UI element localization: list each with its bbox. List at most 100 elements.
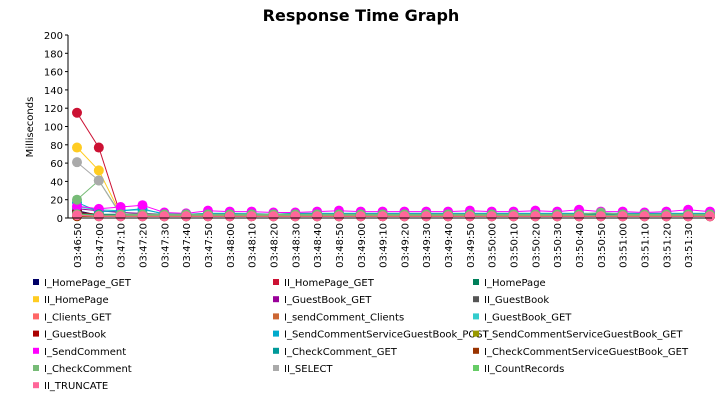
legend-label: I_GuestBook_GET bbox=[284, 295, 372, 306]
legend-swatch bbox=[473, 313, 479, 320]
legend-swatch bbox=[473, 279, 479, 285]
data-point bbox=[333, 211, 344, 222]
legend-swatch bbox=[473, 347, 479, 354]
x-tick-label: 03:47:10 bbox=[117, 223, 128, 268]
legend-label: I_Clients_GET bbox=[44, 312, 112, 323]
data-point bbox=[705, 211, 715, 222]
data-point bbox=[115, 211, 126, 222]
x-tick-label: 03:48:50 bbox=[335, 223, 346, 268]
x-tick-label: 03:49:30 bbox=[422, 223, 433, 268]
x-tick-label: 03:49:50 bbox=[466, 223, 477, 268]
legend-label: II_HomePage bbox=[44, 295, 109, 306]
x-tick-label: 03:51:20 bbox=[662, 223, 673, 268]
data-point bbox=[159, 211, 170, 222]
data-point bbox=[508, 211, 519, 222]
legend-label: I_CheckComment_GET bbox=[284, 347, 398, 358]
y-tick-label: 20 bbox=[50, 196, 63, 207]
data-point bbox=[268, 211, 279, 222]
data-point bbox=[377, 211, 388, 222]
y-axis-label: Milliseconds bbox=[25, 97, 36, 158]
data-point bbox=[181, 211, 192, 222]
x-tick-label: 03:50:50 bbox=[597, 223, 608, 268]
legend-swatch bbox=[33, 330, 39, 337]
data-point bbox=[464, 211, 475, 222]
legend-swatch bbox=[33, 382, 39, 389]
legend-swatch bbox=[473, 330, 479, 337]
y-tick-label: 40 bbox=[50, 177, 63, 188]
data-point bbox=[595, 211, 606, 222]
legend-swatch bbox=[273, 296, 279, 303]
x-tick-label: 03:47:00 bbox=[95, 223, 106, 268]
data-point bbox=[552, 211, 563, 222]
legend-swatch bbox=[33, 296, 39, 303]
legend-label: II_GuestBook bbox=[484, 295, 549, 306]
data-point bbox=[93, 175, 104, 186]
y-tick-label: 160 bbox=[44, 68, 63, 79]
x-tick-label: 03:51:30 bbox=[684, 223, 695, 268]
legend-swatch bbox=[273, 330, 279, 337]
y-tick-label: 120 bbox=[44, 104, 63, 115]
legend-label: I_SendComment bbox=[44, 347, 126, 358]
data-point bbox=[93, 211, 104, 222]
data-point bbox=[72, 157, 82, 168]
x-tick-label: 03:47:30 bbox=[160, 223, 171, 268]
data-point bbox=[115, 202, 126, 213]
x-tick-label: 03:49:20 bbox=[400, 223, 411, 268]
data-point bbox=[683, 211, 694, 222]
y-tick-label: 80 bbox=[50, 141, 63, 152]
plot-area bbox=[68, 35, 712, 218]
legend-swatch bbox=[273, 279, 279, 285]
x-tick-label: 03:47:40 bbox=[182, 223, 193, 268]
data-point bbox=[72, 194, 82, 205]
data-point bbox=[224, 211, 235, 222]
data-point bbox=[574, 211, 585, 222]
y-tick-label: 200 bbox=[44, 31, 63, 42]
data-point bbox=[639, 211, 650, 222]
x-tick-label: 03:48:00 bbox=[226, 223, 237, 268]
data-point bbox=[93, 165, 104, 176]
y-tick-label: 180 bbox=[44, 49, 63, 60]
legend-swatch bbox=[273, 313, 279, 320]
data-point bbox=[246, 211, 257, 222]
data-point bbox=[93, 142, 104, 153]
legend-swatch bbox=[33, 279, 39, 285]
x-tick-label: 03:50:20 bbox=[531, 223, 542, 268]
legend-swatch bbox=[33, 365, 39, 371]
legend-label: I_CheckCommentServiceGuestBook_GET bbox=[484, 347, 689, 358]
x-tick-label: 03:48:30 bbox=[291, 223, 302, 268]
x-tick-label: 03:49:10 bbox=[379, 223, 390, 268]
x-tick-label: 03:51:00 bbox=[619, 223, 630, 268]
data-point bbox=[72, 210, 82, 221]
data-point bbox=[443, 211, 454, 222]
data-point bbox=[486, 211, 497, 222]
x-tick-label: 03:47:20 bbox=[138, 223, 149, 268]
x-tick-label: 03:48:40 bbox=[313, 223, 324, 268]
y-tick-label: 140 bbox=[44, 86, 63, 97]
data-point bbox=[421, 211, 432, 222]
y-tick-label: 60 bbox=[50, 159, 63, 170]
legend-label: I_CheckComment bbox=[44, 364, 132, 375]
x-tick-label: 03:50:10 bbox=[510, 223, 521, 268]
legend-label: II_CountRecords bbox=[484, 364, 564, 375]
legend-swatch bbox=[33, 313, 39, 320]
x-tick-label: 03:50:40 bbox=[575, 223, 586, 268]
data-point bbox=[202, 211, 213, 222]
legend-swatch bbox=[273, 365, 279, 371]
data-point bbox=[399, 211, 410, 222]
x-tick-label: 03:51:10 bbox=[641, 223, 652, 268]
legend-swatch bbox=[473, 296, 479, 303]
chart-title: Response Time Graph bbox=[263, 6, 460, 25]
data-point bbox=[72, 142, 82, 153]
legend-label: I_GuestBook bbox=[44, 330, 106, 341]
data-point bbox=[312, 211, 323, 222]
y-tick-label: 100 bbox=[44, 123, 63, 134]
legend-label: I_SendCommentServiceGuestBook_POST bbox=[284, 330, 490, 341]
legend-label: II_SELECT bbox=[284, 364, 333, 375]
x-tick-label: 03:50:00 bbox=[488, 223, 499, 268]
legend-label: II_HomePage_GET bbox=[284, 278, 375, 289]
x-tick-label: 03:49:00 bbox=[357, 223, 368, 268]
data-point bbox=[355, 211, 366, 222]
x-tick-label: 03:46:50 bbox=[73, 223, 84, 268]
legend-label: I_SendCommentServiceGuestBook_GET bbox=[484, 330, 683, 341]
